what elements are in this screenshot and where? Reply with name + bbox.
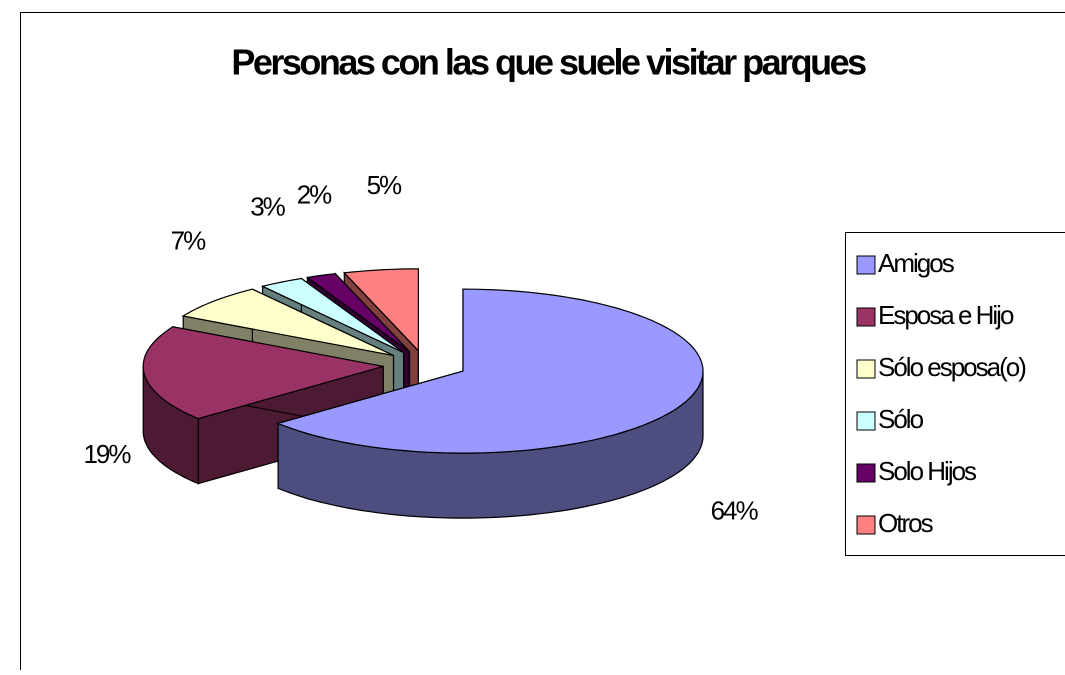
legend-swatch [857, 360, 875, 378]
legend-swatch [857, 516, 875, 534]
data-label: 2% [297, 180, 332, 210]
legend-label: Sólo [878, 404, 924, 434]
legend-swatch [857, 464, 875, 482]
legend-swatch [857, 308, 875, 326]
chart-title: Personas con las que suele visitar parqu… [231, 42, 866, 83]
legend-label: Solo Hijos [878, 456, 977, 486]
legend-label: Sólo esposa(o) [878, 352, 1026, 382]
legend-label: Amigos [878, 248, 955, 278]
data-label: 3% [250, 191, 285, 221]
data-label: 7% [171, 225, 206, 255]
legend-swatch [857, 412, 875, 430]
data-label: 64% [711, 495, 759, 525]
data-label: 5% [367, 170, 402, 200]
data-label: 19% [83, 439, 131, 469]
legend-label: Otros [878, 508, 934, 538]
legend-label: Esposa e Hijo [878, 300, 1014, 330]
legend-swatch [857, 256, 875, 274]
